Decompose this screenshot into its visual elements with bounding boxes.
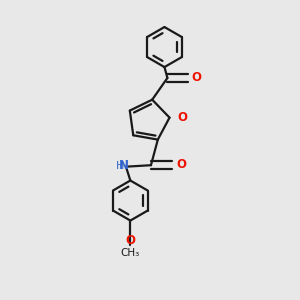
Text: H: H <box>116 161 124 171</box>
Text: O: O <box>126 234 136 248</box>
Text: N: N <box>119 159 129 172</box>
Text: O: O <box>177 110 187 124</box>
Text: CH₃: CH₃ <box>121 248 140 258</box>
Text: O: O <box>192 71 202 84</box>
Text: O: O <box>176 158 186 171</box>
